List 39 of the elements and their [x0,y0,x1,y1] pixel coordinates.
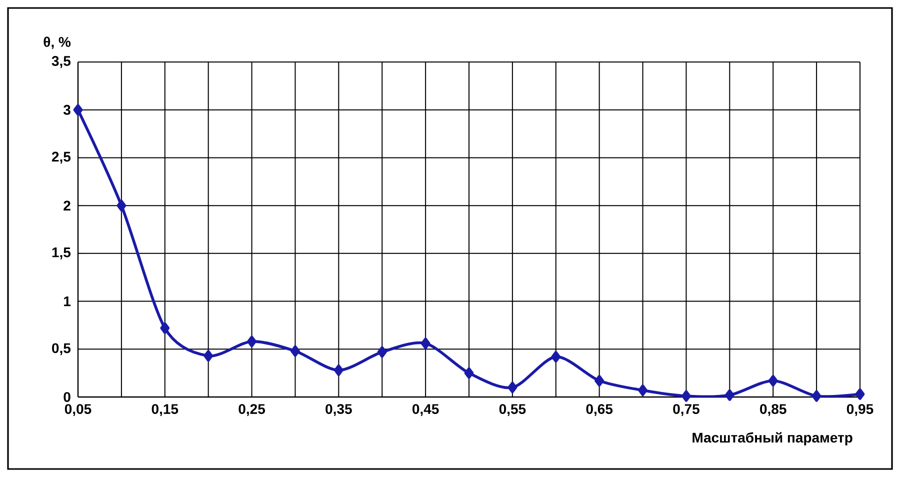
y-tick-label: 2 [64,200,70,210]
x-tick-label: 0,65 [586,404,613,416]
point [855,388,865,400]
point [247,336,256,348]
y-tick-label: 0 [64,392,70,402]
point [812,390,822,402]
point [768,374,778,387]
x-tick-label: 0,25 [238,404,266,416]
y-tick-label: 3,5 [52,56,71,68]
x-tick-label: 0,35 [326,404,352,416]
point [551,351,561,363]
x-axis-title: Масштабный параметр [692,432,852,446]
y-tick-label: 0,5 [52,343,71,356]
x-tick-label: 0,45 [412,404,439,416]
y-axis-title: θ, % [44,36,71,49]
point [204,350,214,362]
point [160,322,170,334]
point [334,364,344,376]
y-tick-label: 1 [64,296,71,306]
x-tick-label: 0,75 [673,404,700,416]
point [724,389,734,401]
point [594,374,604,387]
point [638,384,648,396]
x-tick-label: 0,15 [152,404,178,416]
point [508,382,518,394]
x-tick-label: 0,95 [846,404,874,416]
x-tick-label: 0,55 [499,404,526,416]
x-tick-label: 0,05 [64,404,92,416]
point [377,346,387,358]
point [73,104,83,116]
point [464,367,474,379]
y-tick-label: 1,5 [52,248,71,260]
y-tick-label: 2,5 [52,152,71,164]
y-tick-label: 3 [63,104,70,115]
point [420,338,430,350]
point [682,390,691,402]
point [290,345,300,357]
point [116,200,126,212]
x-tick-label: 0,85 [760,404,786,416]
